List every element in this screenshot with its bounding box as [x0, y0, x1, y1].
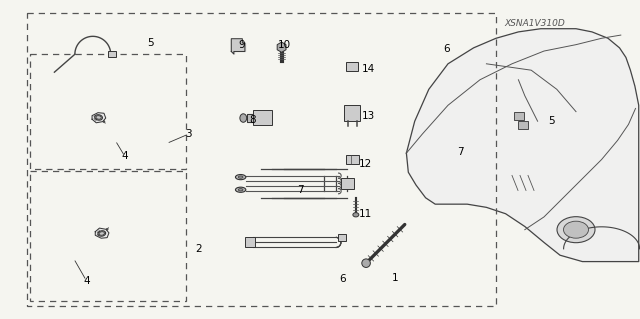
FancyBboxPatch shape: [245, 237, 255, 248]
Ellipse shape: [98, 231, 106, 236]
FancyBboxPatch shape: [346, 155, 358, 164]
Text: 5: 5: [548, 116, 555, 126]
Text: 3: 3: [186, 129, 192, 139]
FancyBboxPatch shape: [253, 109, 272, 125]
Text: XSNA1V310D: XSNA1V310D: [504, 19, 564, 28]
Ellipse shape: [362, 259, 371, 267]
Ellipse shape: [106, 228, 108, 230]
Text: 10: 10: [278, 40, 291, 50]
Bar: [27, 13, 496, 306]
Ellipse shape: [95, 115, 102, 120]
Ellipse shape: [236, 187, 246, 192]
Text: 5: 5: [147, 38, 154, 48]
Text: 12: 12: [359, 159, 372, 169]
Ellipse shape: [96, 115, 101, 119]
FancyBboxPatch shape: [346, 62, 358, 71]
Ellipse shape: [563, 221, 589, 238]
Bar: [30, 54, 186, 169]
Text: 8: 8: [250, 115, 256, 125]
Ellipse shape: [557, 217, 595, 243]
Text: 7: 7: [458, 146, 464, 157]
Ellipse shape: [238, 189, 243, 191]
Text: 2: 2: [195, 244, 202, 254]
Polygon shape: [95, 228, 109, 238]
Text: 13: 13: [362, 111, 374, 122]
Ellipse shape: [238, 176, 243, 178]
Text: 1: 1: [392, 272, 399, 283]
Ellipse shape: [99, 232, 104, 235]
Ellipse shape: [103, 121, 105, 122]
Polygon shape: [231, 39, 245, 54]
FancyBboxPatch shape: [338, 234, 346, 241]
FancyBboxPatch shape: [344, 105, 360, 121]
Text: 6: 6: [339, 274, 346, 284]
Text: 4: 4: [122, 151, 128, 161]
Text: 9: 9: [239, 40, 245, 50]
Text: 4: 4: [83, 276, 90, 286]
FancyBboxPatch shape: [342, 178, 354, 189]
FancyBboxPatch shape: [108, 51, 115, 57]
FancyBboxPatch shape: [518, 122, 527, 130]
Bar: [30, 171, 186, 301]
Ellipse shape: [353, 213, 359, 217]
Ellipse shape: [236, 174, 246, 180]
Text: 14: 14: [362, 63, 374, 74]
Polygon shape: [246, 114, 253, 122]
Text: 11: 11: [359, 209, 372, 219]
Polygon shape: [406, 29, 639, 262]
Ellipse shape: [240, 114, 246, 122]
Polygon shape: [92, 113, 106, 123]
Text: 7: 7: [298, 185, 304, 195]
FancyBboxPatch shape: [515, 112, 524, 120]
Text: 6: 6: [444, 44, 450, 55]
